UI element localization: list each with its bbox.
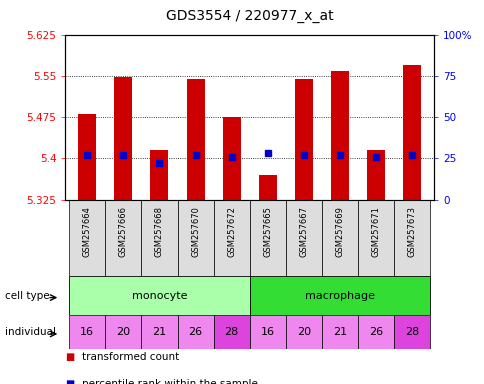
Text: 28: 28	[224, 327, 238, 337]
Bar	[114, 77, 132, 200]
Text: 26: 26	[188, 327, 202, 337]
Text: GSM257667: GSM257667	[299, 206, 308, 257]
Bar	[177, 315, 213, 349]
Text: GSM257664: GSM257664	[82, 206, 91, 257]
Bar	[222, 117, 240, 200]
Text: 16: 16	[260, 327, 274, 337]
Text: 26: 26	[368, 327, 382, 337]
Text: ■: ■	[65, 352, 75, 362]
Text: GDS3554 / 220977_x_at: GDS3554 / 220977_x_at	[166, 9, 333, 23]
Text: GSM257673: GSM257673	[407, 206, 416, 257]
Bar	[69, 276, 249, 315]
Text: percentile rank within the sample: percentile rank within the sample	[82, 379, 258, 384]
Bar	[366, 150, 384, 200]
Bar	[321, 315, 358, 349]
Bar	[150, 150, 168, 200]
Text: monocyte: monocyte	[132, 291, 187, 301]
Bar	[213, 315, 249, 349]
Text: ■: ■	[65, 379, 75, 384]
Text: 21: 21	[333, 327, 347, 337]
Bar	[141, 315, 177, 349]
Bar	[213, 200, 249, 276]
Bar	[403, 65, 421, 200]
Text: GSM257668: GSM257668	[154, 206, 164, 257]
Text: 20: 20	[296, 327, 310, 337]
Bar	[331, 71, 348, 200]
Bar	[358, 315, 393, 349]
Bar	[69, 315, 105, 349]
Bar	[105, 200, 141, 276]
Text: cell type: cell type	[5, 291, 49, 301]
Bar	[177, 200, 213, 276]
Bar	[294, 79, 312, 200]
Bar	[286, 200, 321, 276]
Bar	[141, 200, 177, 276]
Bar	[69, 200, 105, 276]
Bar	[105, 315, 141, 349]
Bar	[249, 200, 286, 276]
Bar	[249, 315, 286, 349]
Bar	[321, 200, 358, 276]
Text: transformed count: transformed count	[82, 352, 180, 362]
Text: macrophage: macrophage	[304, 291, 374, 301]
Text: 21: 21	[152, 327, 166, 337]
Bar	[249, 276, 430, 315]
Bar	[186, 79, 204, 200]
Bar	[358, 200, 393, 276]
Text: 16: 16	[80, 327, 94, 337]
Bar	[393, 315, 430, 349]
Text: GSM257670: GSM257670	[191, 206, 200, 257]
Text: 28: 28	[405, 327, 419, 337]
Bar	[286, 315, 321, 349]
Text: individual: individual	[5, 327, 56, 337]
Bar	[78, 114, 96, 200]
Text: GSM257665: GSM257665	[263, 206, 272, 257]
Text: GSM257672: GSM257672	[227, 206, 236, 257]
Bar	[393, 200, 430, 276]
Text: 20: 20	[116, 327, 130, 337]
Text: GSM257671: GSM257671	[371, 206, 380, 257]
Bar	[258, 175, 276, 200]
Text: GSM257666: GSM257666	[119, 206, 127, 257]
Text: GSM257669: GSM257669	[335, 206, 344, 257]
